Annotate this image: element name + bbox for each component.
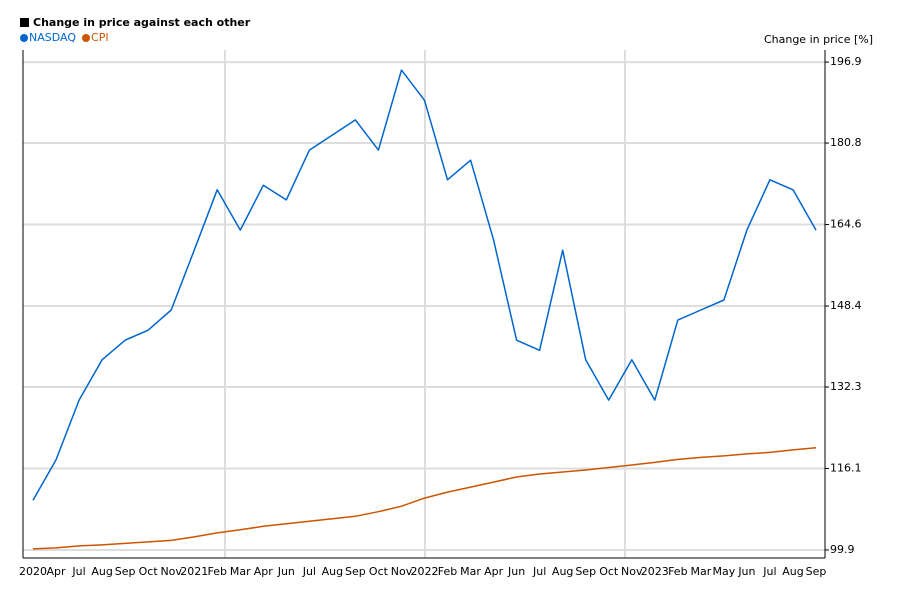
x-tick-label: Aug xyxy=(552,565,573,578)
vertical-grid xyxy=(224,50,626,558)
x-tick-label: Aug xyxy=(322,565,343,578)
x-tick-label: Aug xyxy=(91,565,112,578)
y-tick-label: 180.8 xyxy=(830,136,862,149)
x-tick-label: Mar xyxy=(230,565,251,578)
x-tick-label: Sep xyxy=(575,565,596,578)
x-tick-label: Feb xyxy=(207,565,226,578)
x-tick-label: 2023 xyxy=(641,565,669,578)
x-tick-label: 2022 xyxy=(411,565,439,578)
y-tick-label: 196.9 xyxy=(830,55,862,68)
x-tick-label: Nov xyxy=(621,565,643,578)
x-tick-label: Feb xyxy=(668,565,687,578)
x-tick-label: Jun xyxy=(507,565,525,578)
x-tick-label: Mar xyxy=(460,565,481,578)
x-tick-label: Apr xyxy=(47,565,67,578)
x-tick-label: Aug xyxy=(782,565,803,578)
y-axis-label: Change in price [%] xyxy=(764,33,873,46)
x-tick-label: Jul xyxy=(762,565,776,578)
title-marker xyxy=(20,18,29,27)
x-tick-label: Nov xyxy=(391,565,413,578)
x-tick-label: Jun xyxy=(277,565,295,578)
y-tick-label: 132.3 xyxy=(830,380,862,393)
x-tick-label: Nov xyxy=(160,565,182,578)
x-tick-label: Jul xyxy=(532,565,546,578)
x-tick-label: Feb xyxy=(438,565,457,578)
lines xyxy=(32,69,817,550)
x-tick-label: Sep xyxy=(806,565,827,578)
legend: NASDAQ CPI xyxy=(20,31,109,44)
x-tick-label: Sep xyxy=(345,565,366,578)
y-tick-label: 99.9 xyxy=(830,543,855,556)
x-tick-label: May xyxy=(713,565,736,578)
legend-marker xyxy=(82,34,91,42)
y-tick-label: 164.6 xyxy=(830,218,862,231)
x-tick-label: Apr xyxy=(254,565,274,578)
x-tick-label: 2021 xyxy=(180,565,208,578)
legend-marker xyxy=(20,34,28,42)
x-tick-label: 2020 xyxy=(19,565,47,578)
y-tick-label: 116.1 xyxy=(830,461,862,474)
x-tick-label: Oct xyxy=(369,565,389,578)
series-line xyxy=(32,447,817,550)
grid xyxy=(23,61,829,551)
x-tick-label: Jul xyxy=(302,565,316,578)
x-tick-label: Jun xyxy=(737,565,755,578)
x-tick-label: Oct xyxy=(139,565,159,578)
x-tick-label: Mar xyxy=(690,565,711,578)
x-tick-label: Apr xyxy=(484,565,504,578)
legend-label: CPI xyxy=(91,31,109,44)
chart-title: Change in price against each other xyxy=(33,16,251,29)
legend-label: NASDAQ xyxy=(29,31,76,44)
x-tick-label: Jul xyxy=(71,565,85,578)
y-tick-label: 148.4 xyxy=(830,299,862,312)
series-line xyxy=(32,69,817,501)
x-tick-label: Sep xyxy=(115,565,136,578)
x-tick-label: Oct xyxy=(599,565,619,578)
